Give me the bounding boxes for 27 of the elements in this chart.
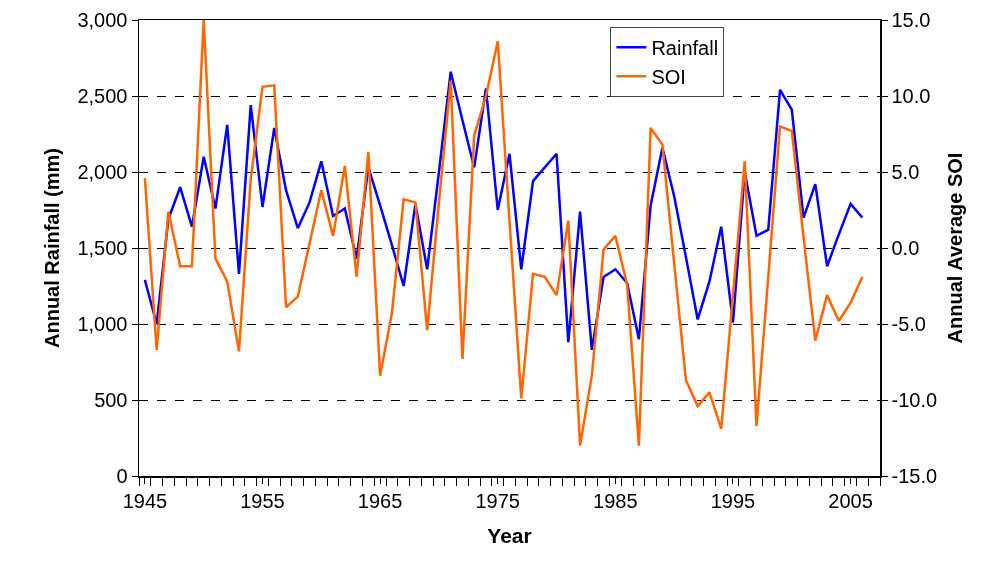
y-tick-label: 1,000 [77,313,128,335]
y-axis-title: Annual Rainfall (mm) [41,147,64,349]
y-tick-label: 1,500 [77,237,128,259]
legend-label: SOI [651,66,686,89]
y2-tick-label: 5.0 [891,161,920,183]
y2-tick-label: 0.0 [891,237,920,259]
x-tick-label: 1955 [240,489,285,512]
x-tick-label: 1985 [593,489,638,512]
y2-axis-title: Annual Average SOI [944,152,967,344]
x-axis-title: Year [487,524,532,548]
y-tick-label: 3,000 [77,9,128,31]
legend-label: Rainfall [651,37,719,60]
y2-tick-label: -15.0 [891,465,938,487]
x-tick-label: 1975 [475,489,520,512]
y2-tick-label: 15.0 [891,9,931,31]
y-tick-label: 2,000 [77,161,128,183]
x-tick-label: 1965 [357,489,403,512]
y-tick-label: 500 [94,389,128,411]
x-tick-label: 2005 [828,489,873,512]
x-tick-label: 1945 [122,489,168,512]
y-tick-label: 0 [116,465,128,487]
y-tick-label: 2,500 [77,85,128,107]
y2-tick-label: 10.0 [891,85,931,107]
line-series [143,20,864,447]
y2-tick-label: -10.0 [891,389,938,411]
y2-tick-label: -5.0 [891,313,926,335]
x-tick-label: 1995 [710,489,756,512]
